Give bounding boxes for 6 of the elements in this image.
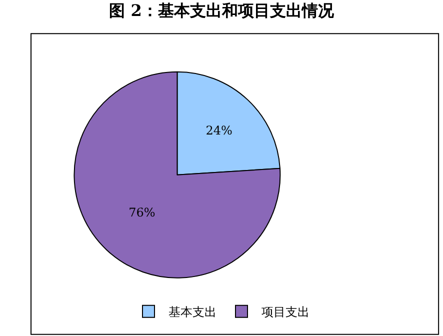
data-label: 24% xyxy=(206,123,232,138)
data-label: 76% xyxy=(128,205,156,220)
pie-slice xyxy=(74,71,280,278)
chart-title: 图 2：基本支出和项目支出情况 xyxy=(109,1,335,20)
legend-label: 基本支出 xyxy=(168,305,216,320)
legend-label: 项目支出 xyxy=(262,305,310,320)
